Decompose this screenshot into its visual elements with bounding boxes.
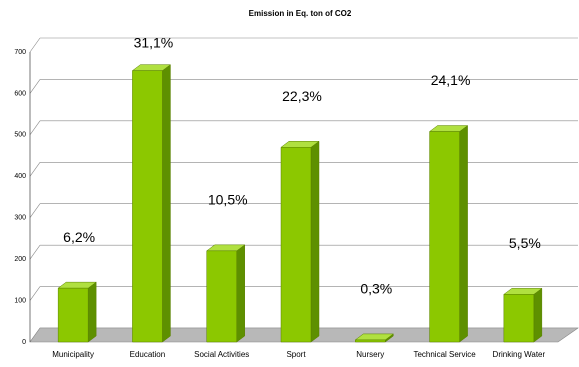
x-tick-label: Sport <box>286 350 306 359</box>
share-label: 24,1% <box>431 72 471 88</box>
bar-face <box>206 250 237 343</box>
y-tick-label: 100 <box>14 297 26 304</box>
grid-line <box>29 120 41 136</box>
bar <box>503 287 543 343</box>
x-tick-label: Nursery <box>356 350 384 359</box>
y-tick-label: 200 <box>14 256 26 263</box>
bar <box>131 64 172 343</box>
share-label: 22,3% <box>282 88 322 104</box>
bar-face <box>162 64 171 343</box>
bar-face <box>87 281 97 343</box>
x-tick-label: Technical Service <box>413 350 476 359</box>
bar-face <box>132 70 163 343</box>
share-label: 0,3% <box>360 281 392 297</box>
bar <box>280 140 320 343</box>
bar-face <box>429 131 460 343</box>
y-tick-label: 600 <box>14 90 26 97</box>
grid-line <box>29 244 41 260</box>
x-tick-label: Drinking Water <box>493 350 546 359</box>
bar-face <box>533 287 543 343</box>
y-tick-label: 700 <box>14 49 26 56</box>
x-tick-label: Education <box>130 350 166 359</box>
grid-line <box>29 162 41 177</box>
bar <box>354 333 395 343</box>
y-tick-label: 300 <box>14 215 26 222</box>
share-label: 10,5% <box>208 192 248 208</box>
share-label: 5,5% <box>509 235 541 251</box>
grid-line <box>29 79 41 94</box>
x-tick-label: Social Activities <box>194 350 249 359</box>
bar-face <box>280 147 312 343</box>
bar-face <box>236 244 245 343</box>
x-tick-label: Municipality <box>52 350 94 359</box>
y-tick-label: 500 <box>14 132 26 139</box>
bar-face <box>57 287 89 343</box>
bar-face <box>503 294 535 343</box>
y-tick-label: 0 <box>22 339 26 346</box>
grid-line <box>29 37 41 53</box>
chart-title: Emission in Eq. ton of CO2 <box>249 9 352 18</box>
bar <box>428 125 469 343</box>
bar-face <box>459 125 468 343</box>
grid-line <box>29 286 41 301</box>
grid-line <box>29 203 41 218</box>
share-label: 31,1% <box>134 35 174 51</box>
y-tick-label: 400 <box>14 173 26 180</box>
bar <box>57 281 97 343</box>
share-label: 6,2% <box>63 229 95 245</box>
bar-face <box>355 339 386 343</box>
bar-face <box>310 140 320 343</box>
bar <box>205 244 246 343</box>
